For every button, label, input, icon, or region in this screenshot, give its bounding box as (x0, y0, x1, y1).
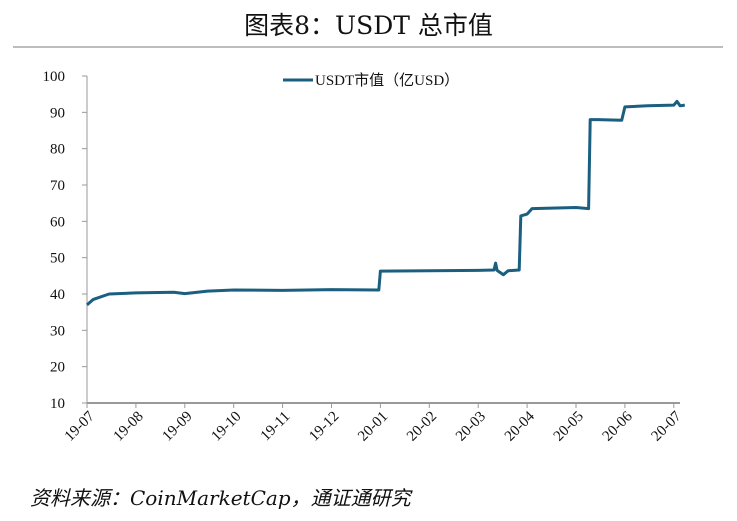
y-tick-label: 20 (50, 360, 65, 376)
x-tick-label: 20-02 (404, 409, 440, 445)
x-tick-label: 20-03 (453, 409, 489, 445)
y-tick-label: 30 (50, 323, 65, 339)
y-tick-label: 70 (50, 178, 65, 194)
x-tick-label: 19-08 (111, 409, 147, 445)
y-tick-label: 60 (50, 214, 65, 230)
y-tick-label: 90 (50, 105, 65, 121)
x-tick-label: 20-04 (502, 408, 538, 444)
x-tick-label: 19-07 (62, 408, 98, 444)
legend-label: USDT市值（亿USD） (315, 72, 459, 89)
x-tick-label: 19-12 (306, 409, 342, 445)
figure-title: 图表8：USDT 总市值 (244, 11, 493, 40)
x-tick-label: 20-05 (551, 409, 587, 445)
x-tick-label: 20-06 (600, 408, 636, 444)
series-line-usdt (86, 99, 686, 307)
x-tick-label: 19-09 (160, 409, 196, 445)
x-tick-label: 19-11 (258, 409, 294, 445)
title-divider (13, 46, 723, 48)
x-tick-label: 20-07 (649, 408, 685, 444)
y-tick-label: 100 (43, 69, 66, 85)
y-tick-label: 10 (50, 396, 65, 412)
y-tick-label: 50 (50, 251, 65, 267)
x-tick-label: 20-01 (355, 409, 391, 445)
source-note: 资料来源：CoinMarketCap，通证通研究 (30, 486, 411, 510)
y-tick-label: 40 (50, 287, 65, 303)
x-tick-label: 19-10 (208, 409, 244, 445)
y-tick-label: 80 (50, 142, 65, 158)
